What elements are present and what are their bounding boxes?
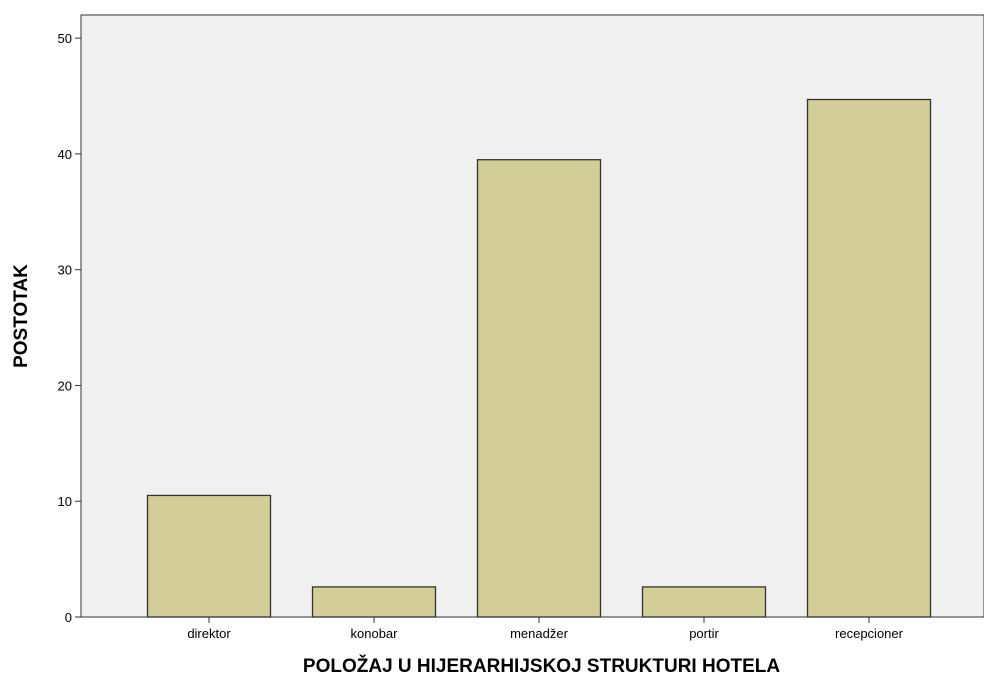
y-axis-title: POSTOTAK	[11, 264, 32, 368]
y-tick-label: 50	[58, 31, 72, 46]
x-tick-label: recepcioner	[835, 626, 904, 641]
x-tick-label: portir	[689, 626, 719, 641]
y-tick-label: 40	[58, 147, 72, 162]
y-tick-label: 0	[65, 610, 72, 625]
bar-portir	[641, 586, 767, 618]
y-tick-label: 10	[58, 494, 72, 509]
x-tick-label: konobar	[351, 626, 399, 641]
bar-recepcioner	[806, 98, 932, 618]
bar-menadžer	[476, 159, 602, 618]
x-tick-label: menadžer	[510, 626, 568, 641]
bar-direktor	[146, 494, 272, 618]
y-tick-label: 30	[58, 263, 72, 278]
x-axis-title: POLOŽAJ U HIJERARHIJSKOJ STRUKTURI HOTEL…	[303, 655, 780, 677]
y-axis: 0 10 20 30 40 50	[58, 31, 81, 625]
bar-konobar	[311, 586, 437, 618]
bars-group	[146, 98, 932, 618]
x-tick-label: direktor	[187, 626, 231, 641]
x-axis: direktor konobar menadžer portir recepcioner	[187, 617, 904, 641]
y-tick-label: 20	[58, 378, 72, 393]
